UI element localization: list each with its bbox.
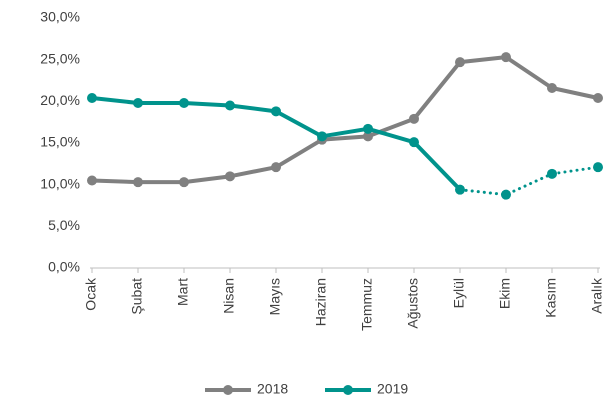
series-marker [547, 168, 557, 179]
series-marker [87, 175, 97, 186]
x-tick-label: Mart [175, 278, 191, 306]
series-marker [363, 131, 373, 142]
y-tick-label: 25,0% [40, 50, 80, 66]
x-tick-label: Şubat [129, 278, 145, 315]
series-marker [271, 106, 281, 117]
x-tick-label: Aralık [589, 277, 605, 314]
legend-label: 2018 [257, 381, 288, 397]
y-tick-label: 20,0% [40, 92, 80, 108]
series-marker [547, 83, 557, 93]
x-tick-label: Haziran [313, 278, 329, 326]
y-tick-label: 5,0% [48, 217, 80, 233]
series-line [90, 55, 600, 185]
series-marker [409, 137, 419, 148]
x-tick-label: Ekim [497, 278, 513, 309]
x-tick-label: Nisan [221, 278, 237, 314]
series-marker [455, 184, 465, 195]
series-marker [501, 189, 511, 200]
y-tick-label: 15,0% [40, 134, 80, 150]
series-marker [225, 100, 235, 111]
x-tick-label: Eylül [451, 278, 467, 308]
series-marker [179, 177, 189, 188]
series-marker [501, 52, 511, 63]
series-marker [271, 162, 281, 173]
series-marker [225, 171, 235, 182]
series-marker [133, 177, 143, 188]
series-marker [409, 113, 419, 124]
x-tick-label: Mayıs [267, 278, 283, 315]
series-marker [179, 98, 189, 108]
legend-marker [223, 385, 233, 395]
x-tick-label: Ağustos [405, 278, 421, 329]
legend-marker [343, 385, 353, 395]
y-tick-label: 0,0% [48, 259, 80, 275]
series-marker [363, 123, 373, 134]
series-marker [455, 57, 465, 68]
y-tick-label: 30,0% [40, 9, 80, 25]
series-marker [593, 93, 603, 103]
x-tick-label: Ocak [83, 277, 99, 311]
series-marker [133, 98, 143, 108]
series-line [458, 165, 600, 197]
y-tick-label: 10,0% [40, 175, 80, 191]
x-tick-label: Temmuz [359, 278, 375, 331]
series-marker [593, 162, 603, 173]
series-marker [317, 131, 327, 142]
series-marker [87, 93, 97, 103]
x-tick-label: Kasım [543, 278, 559, 318]
legend-label: 2019 [377, 381, 408, 397]
